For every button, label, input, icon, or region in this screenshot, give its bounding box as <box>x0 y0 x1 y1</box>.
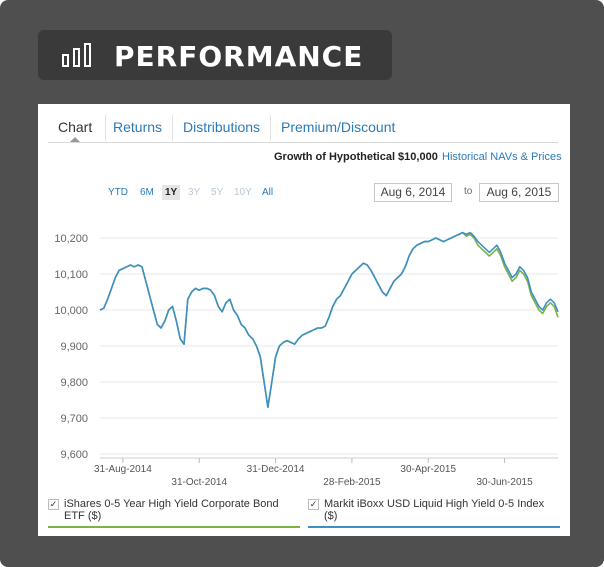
tab-divider <box>172 115 173 141</box>
y-tick-label: 9,800 <box>60 377 88 389</box>
active-tab-caret-icon <box>70 137 80 142</box>
range-ytd[interactable]: YTD <box>108 187 128 198</box>
tab-bar: Chart Returns Distributions Premium/Disc… <box>48 112 558 143</box>
x-tick-label: 30-Apr-2015 <box>400 464 456 475</box>
chart-grid <box>100 237 558 455</box>
tab-chart[interactable]: Chart <box>58 119 93 135</box>
chart-subtitle: Growth of Hypothetical $10,000 <box>274 151 438 163</box>
date-range-to-label: to <box>464 186 473 197</box>
page-title: PERFORMANCE <box>114 40 364 73</box>
y-tick-label: 10,200 <box>54 233 88 245</box>
range-6m[interactable]: 6M <box>140 187 154 198</box>
checkbox-icon[interactable]: ✓ <box>48 499 59 510</box>
chart-series <box>99 231 559 409</box>
tab-divider <box>270 115 271 141</box>
legend-item-ishares[interactable]: ✓ iShares 0-5 Year High Yield Corporate … <box>48 496 300 528</box>
x-tick-label: 31-Dec-2014 <box>247 464 305 475</box>
x-tick-label: 30-Jun-2015 <box>476 477 533 488</box>
tab-returns[interactable]: Returns <box>113 119 163 135</box>
performance-chart: 10,200 10,100 10,000 9,900 9,800 9,700 9,600 3… <box>54 231 559 488</box>
legend-label: Markit iBoxx USD Liquid High Yield 0-5 I… <box>324 498 545 522</box>
series-line-markit <box>99 231 559 409</box>
y-tick-label: 9,900 <box>60 341 88 353</box>
range-5y: 5Y <box>211 187 224 198</box>
bar-chart-icon <box>62 43 91 67</box>
range-1y[interactable]: 1Y <box>162 185 181 200</box>
legend-item-markit[interactable]: ✓ Markit iBoxx USD Liquid High Yield 0-5… <box>308 496 560 528</box>
date-from-input[interactable]: Aug 6, 2014 <box>374 183 452 202</box>
checkbox-icon[interactable]: ✓ <box>308 499 319 510</box>
y-tick-label: 9,600 <box>60 449 88 461</box>
x-tick-label: 28-Feb-2015 <box>323 477 381 488</box>
range-3y: 3Y <box>188 187 201 198</box>
legend-label: iShares 0-5 Year High Yield Corporate Bo… <box>64 498 279 522</box>
range-all[interactable]: All <box>262 187 274 198</box>
series-line-ishares <box>99 231 559 409</box>
y-tick-label: 10,000 <box>54 305 88 317</box>
historical-navs-link[interactable]: Historical NAVs & Prices <box>442 151 562 163</box>
date-to-input[interactable]: Aug 6, 2015 <box>479 183 559 202</box>
tab-premium-discount[interactable]: Premium/Discount <box>281 119 396 135</box>
x-tick-label: 31-Oct-2014 <box>171 477 227 488</box>
x-axis: 31-Aug-2014 31-Oct-2014 31-Dec-2014 28-Feb-… <box>94 457 558 488</box>
tab-distributions[interactable]: Distributions <box>183 119 261 135</box>
y-axis: 10,200 10,100 10,000 9,900 9,800 9,700 9,600 <box>54 233 88 461</box>
tab-divider <box>105 115 106 141</box>
performance-header: PERFORMANCE <box>38 30 392 80</box>
chart-panel: Chart Returns Distributions Premium/Disc… <box>38 104 570 536</box>
y-tick-label: 10,100 <box>54 269 88 281</box>
y-tick-label: 9,700 <box>60 413 88 425</box>
range-10y: 10Y <box>234 187 252 198</box>
x-tick-label: 31-Aug-2014 <box>94 464 152 475</box>
